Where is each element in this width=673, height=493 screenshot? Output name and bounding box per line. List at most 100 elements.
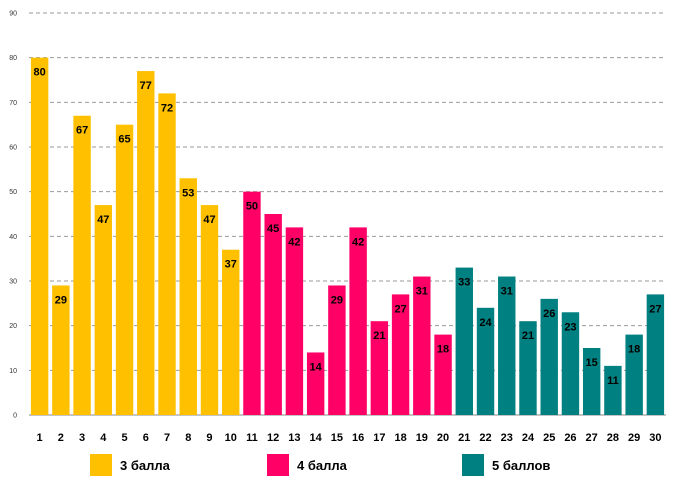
data-label-13: 42	[288, 236, 300, 248]
bar-28	[604, 365, 622, 415]
x-tick-label-18: 18	[394, 432, 406, 444]
bar-4	[94, 205, 113, 415]
data-label-7: 72	[161, 102, 173, 114]
bar-15	[328, 285, 346, 415]
bar-22	[476, 307, 495, 415]
x-tick-label-4: 4	[100, 432, 107, 444]
x-tick-label-5: 5	[121, 432, 127, 444]
legend-swatch-3	[90, 454, 112, 476]
x-tick-label-11: 11	[246, 432, 258, 444]
bar-11	[243, 191, 261, 415]
y-tick-label: 50	[9, 189, 17, 196]
data-label-11: 50	[246, 201, 258, 213]
x-tick-label-2: 2	[58, 432, 64, 444]
data-label-24: 21	[522, 330, 534, 342]
data-label-21: 33	[458, 277, 470, 289]
bar-14	[306, 352, 325, 415]
bar-9	[200, 205, 219, 415]
bar-19	[413, 276, 431, 415]
bar-6	[137, 71, 155, 416]
legend-item-3: 3 балла	[90, 453, 170, 477]
x-tick-label-10: 10	[225, 432, 237, 444]
bar-27	[582, 348, 601, 415]
x-tick-label-3: 3	[79, 432, 85, 444]
data-label-17: 21	[373, 330, 385, 342]
x-tick-label-26: 26	[564, 432, 576, 444]
data-label-5: 65	[118, 134, 130, 146]
legend-swatch-4	[267, 454, 289, 476]
legend-label-4: 4 балла	[297, 457, 347, 473]
x-tick-label-14: 14	[310, 432, 323, 444]
legend: 3 балла 4 балла 5 баллов	[0, 453, 673, 483]
data-label-3: 67	[76, 125, 88, 137]
x-tick-label-12: 12	[267, 432, 279, 444]
x-tick-label-27: 27	[586, 432, 598, 444]
data-label-30: 27	[649, 303, 661, 315]
data-label-20: 18	[437, 344, 449, 356]
y-tick-label: 60	[9, 145, 17, 152]
x-tick-label-9: 9	[206, 432, 212, 444]
bar-20	[434, 334, 452, 415]
x-tick-label-13: 13	[288, 432, 300, 444]
bar-24	[519, 321, 537, 415]
x-tick-label-7: 7	[164, 432, 170, 444]
y-tick-label: 10	[9, 368, 17, 375]
gridlines	[29, 12, 666, 416]
bar-1	[30, 57, 49, 416]
legend-item-4: 4 балла	[267, 453, 347, 477]
bar-10	[222, 249, 240, 415]
bar-26	[561, 312, 580, 415]
bar-17	[370, 321, 389, 415]
data-label-4: 47	[97, 214, 109, 226]
data-label-8: 53	[182, 187, 194, 199]
bar-21	[455, 267, 473, 415]
bar-5	[115, 124, 134, 416]
data-label-28: 11	[607, 375, 619, 387]
data-label-16: 42	[352, 236, 364, 248]
data-label-26: 23	[564, 321, 576, 333]
data-label-2: 29	[55, 294, 67, 306]
bar-29	[625, 334, 643, 415]
y-tick-label: 70	[9, 100, 17, 107]
data-label-29: 18	[628, 344, 640, 356]
bars	[30, 57, 665, 416]
data-label-25: 26	[543, 308, 555, 320]
x-tick-label-29: 29	[628, 432, 640, 444]
data-labels: 80 29 67 47 65 77 72 53 47 37 50 45 42 14 29 42 21 27 31 18…	[33, 67, 661, 387]
x-tick-label-8: 8	[185, 432, 191, 444]
data-label-9: 47	[203, 214, 215, 226]
bar-2	[52, 285, 70, 415]
x-tick-label-6: 6	[143, 432, 149, 444]
x-tick-label-25: 25	[543, 432, 555, 444]
x-tick-label-16: 16	[352, 432, 364, 444]
data-label-14: 14	[310, 361, 323, 373]
bar-16	[349, 227, 367, 415]
data-label-15: 29	[331, 294, 343, 306]
data-label-10: 37	[225, 259, 237, 271]
legend-label-3: 3 балла	[120, 457, 170, 473]
y-tick-label: 40	[9, 234, 17, 241]
x-tick-label-30: 30	[649, 432, 661, 444]
bar-18	[391, 294, 410, 415]
x-tick-label-23: 23	[501, 432, 513, 444]
legend-item-5: 5 баллов	[462, 453, 550, 477]
data-label-23: 31	[501, 286, 513, 298]
x-tick-label-24: 24	[522, 432, 535, 444]
x-tick-label-15: 15	[331, 432, 343, 444]
x-tick-label-20: 20	[437, 432, 449, 444]
data-label-1: 80	[33, 67, 45, 79]
y-tick-label: 30	[9, 279, 17, 286]
x-tick-label-21: 21	[458, 432, 470, 444]
x-tick-label-17: 17	[373, 432, 385, 444]
data-label-12: 45	[267, 223, 279, 235]
data-label-22: 24	[479, 317, 492, 329]
y-axis-ticks: 0 10 20 30 40 50 60 70 80 90	[9, 11, 17, 420]
bar-8	[179, 178, 197, 415]
x-axis-ticks: 1 2 3 4 5 6 7 8 9 10 11 12 13 14 15 16 17 18 19 20 21 22 23 24 2…	[37, 432, 662, 444]
y-tick-label: 80	[9, 55, 17, 62]
x-tick-label-1: 1	[37, 432, 43, 444]
bar-30	[646, 294, 665, 415]
y-tick-label: 20	[9, 323, 17, 330]
bar-7	[158, 93, 176, 416]
bar-3	[73, 115, 91, 415]
